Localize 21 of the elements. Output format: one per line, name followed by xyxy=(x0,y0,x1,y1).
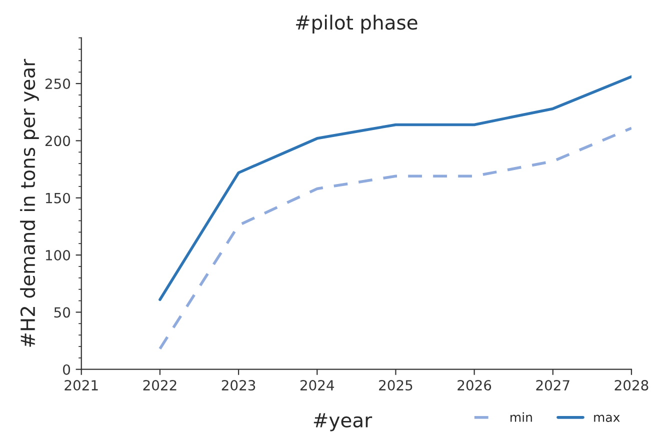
y-tick-label: 150 xyxy=(46,192,70,204)
y-tick-label: 50 xyxy=(54,307,70,318)
x-axis-title: #year xyxy=(314,413,372,432)
legend-label: min xyxy=(510,412,532,422)
x-tick-label: 2025 xyxy=(379,380,412,391)
line-series xyxy=(158,126,632,350)
line-series xyxy=(158,75,632,302)
chart-title: #pilot phase xyxy=(296,14,418,34)
y-axis-title: #H2 demand in tons per year xyxy=(20,58,39,347)
x-tick-label: 2028 xyxy=(614,380,648,391)
y-tick-label: 0 xyxy=(63,364,70,375)
y-tick-label: 100 xyxy=(46,250,70,261)
x-tick-label: 2022 xyxy=(143,380,176,391)
legend-label: max xyxy=(594,414,620,422)
x-tick-label: 2026 xyxy=(458,380,492,391)
y-tick-label: 200 xyxy=(45,136,70,146)
y-tick-label: 250 xyxy=(45,78,70,90)
x-tick-label: 2024 xyxy=(300,380,334,391)
x-tick-label: 2023 xyxy=(222,380,256,391)
x-tick-label: 2027 xyxy=(536,380,570,391)
x-tick-label: 2021 xyxy=(64,380,98,391)
